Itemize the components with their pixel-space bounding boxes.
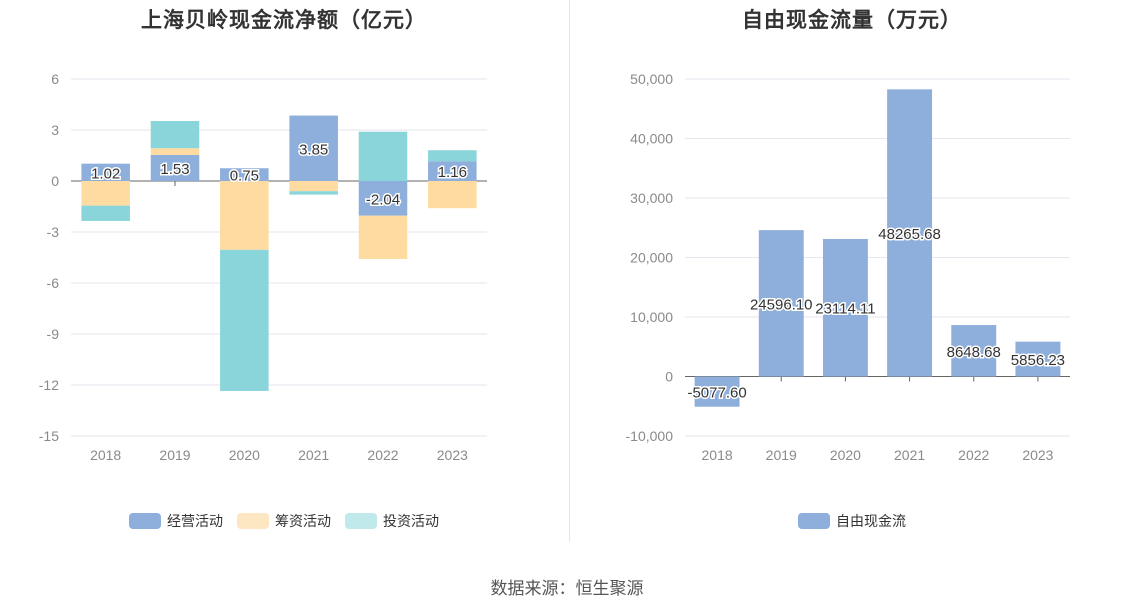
bar <box>951 325 997 377</box>
bar <box>358 131 408 181</box>
legend-label: 筹资活动 <box>275 513 331 529</box>
y-tick-label: 30,000 <box>630 190 673 206</box>
x-tick-label: 2021 <box>894 447 925 463</box>
free-cash-flow-plot: 50,000 40,000 30,000 20,000 10,000 0 -10,000 20… <box>626 71 1070 463</box>
data-label: 1.16 <box>438 164 467 181</box>
chart-title: 自由现金流量（万元） <box>742 9 962 32</box>
data-source: 数据来源：恒生聚源 <box>490 579 644 598</box>
data-label: 48265.68 <box>878 226 941 243</box>
x-tick-label: 2020 <box>830 447 861 463</box>
legend: 经营活动 筹资活动 投资活动 <box>0 511 568 531</box>
data-label: 1.53 <box>160 161 189 178</box>
x-tick-label: 2018 <box>90 447 121 463</box>
bar <box>1015 341 1061 377</box>
data-label: 0.75 <box>230 168 259 185</box>
y-tick-label: 10,000 <box>630 309 673 325</box>
legend-swatch-free-cash-flow <box>798 513 830 529</box>
data-label: -2.04 <box>366 191 400 208</box>
x-tick-label: 2022 <box>958 447 989 463</box>
y-tick-label: 0 <box>51 173 59 189</box>
bar <box>81 163 130 181</box>
cash-flow-net-chart: 上海贝岭现金流净额（亿元） 6 3 0 -3 -6 -9 -12 -15 2018 2019 202… <box>0 0 568 545</box>
legend-swatch-investing <box>345 513 377 529</box>
bar <box>289 181 338 192</box>
bar <box>289 115 338 181</box>
y-tick-label: -15 <box>39 428 59 444</box>
legend-item-operating[interactable]: 经营活动 <box>129 511 223 531</box>
legend-swatch-financing <box>237 513 269 529</box>
data-label: 24596.10 <box>750 296 813 313</box>
data-label: 1.02 <box>91 165 120 182</box>
bar <box>150 120 200 149</box>
data-label: 3.85 <box>299 141 328 158</box>
cash-flow-net-plot: 6 3 0 -3 -6 -9 -12 -15 2018 2019 2020 2021 2022 2023 1… <box>39 71 487 463</box>
y-tick-label: 50,000 <box>630 71 673 87</box>
bar <box>822 238 868 377</box>
bar <box>358 215 408 260</box>
x-tick-label: 2018 <box>702 447 733 463</box>
x-tick-label: 2019 <box>159 447 190 463</box>
y-tick-label: -9 <box>47 326 60 342</box>
data-label: 8648.68 <box>947 344 1001 361</box>
legend-label: 自由现金流 <box>836 513 906 529</box>
bar <box>220 249 269 391</box>
bar <box>428 181 477 209</box>
y-tick-label: -6 <box>47 275 60 291</box>
bar <box>81 181 130 206</box>
x-tick-label: 2023 <box>437 447 468 463</box>
y-tick-label: 6 <box>51 71 59 87</box>
legend-item-financing[interactable]: 筹资活动 <box>237 511 331 531</box>
bar <box>694 376 740 407</box>
y-tick-label: -3 <box>47 224 60 240</box>
bar <box>220 168 269 181</box>
y-tick-label: -12 <box>39 377 59 393</box>
legend-item-investing[interactable]: 投资活动 <box>345 511 439 531</box>
legend: 自由现金流 <box>570 511 1134 531</box>
y-tick-label: 3 <box>51 122 59 138</box>
x-tick-label: 2021 <box>298 447 329 463</box>
bar <box>150 154 200 181</box>
data-label: -5077.60 <box>687 385 746 402</box>
x-tick-label: 2022 <box>367 447 398 463</box>
legend-label: 经营活动 <box>167 513 223 529</box>
bar <box>758 230 804 377</box>
data-label: 23114.11 <box>815 301 875 318</box>
x-tick-label: 2019 <box>766 447 797 463</box>
x-tick-label: 2023 <box>1022 447 1053 463</box>
panel-divider <box>569 0 570 542</box>
free-cash-flow-chart: 自由现金流量（万元） 50,000 40,000 30,000 20,000 10,00… <box>570 0 1134 545</box>
x-tick-label: 2020 <box>229 447 260 463</box>
bar <box>428 150 477 162</box>
y-tick-label: -10,000 <box>626 428 674 444</box>
bar <box>150 148 200 155</box>
chart-title: 上海贝岭现金流净额（亿元） <box>141 9 427 32</box>
bar <box>289 191 338 195</box>
bar <box>428 161 477 181</box>
y-tick-label: 0 <box>665 369 673 385</box>
legend-item-free-cash-flow[interactable]: 自由现金流 <box>798 511 906 531</box>
y-tick-label: 40,000 <box>630 131 673 147</box>
bar <box>220 181 269 250</box>
legend-label: 投资活动 <box>383 513 439 529</box>
legend-swatch-operating <box>129 513 161 529</box>
data-label: 5856.23 <box>1011 352 1065 369</box>
bar <box>887 89 933 377</box>
bar <box>358 181 408 216</box>
y-tick-label: 20,000 <box>630 250 673 266</box>
bar <box>81 205 130 221</box>
